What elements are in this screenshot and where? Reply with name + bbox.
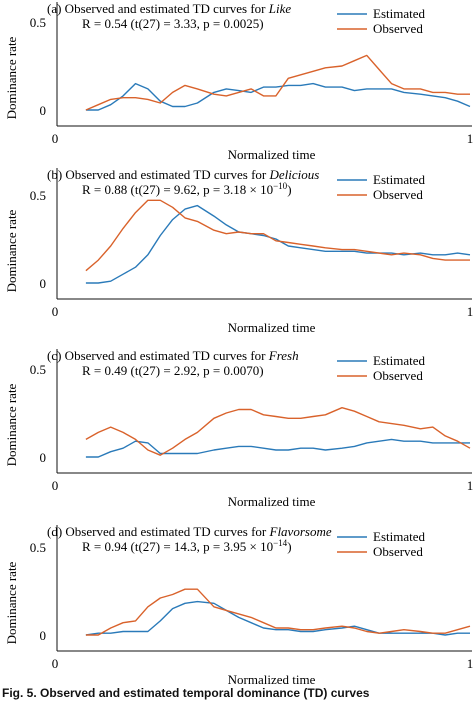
legend-label-estimated: Estimated [373, 172, 425, 187]
chart-panel-c: (c) Observed and estimated TD curves for… [4, 348, 473, 509]
y-axis-label: Dominance rate [4, 561, 19, 644]
x-tick-label: 0 [52, 656, 59, 671]
x-tick-label: 1 [467, 478, 474, 493]
stat-annotation: R = 0.49 (t(27) = 2.92, p = 0.0070) [82, 363, 264, 378]
y-tick-label: 0 [40, 276, 47, 291]
x-tick-label: 0 [52, 131, 59, 146]
stat-tail: ) [287, 539, 291, 554]
y-tick-label: 0 [40, 450, 47, 465]
chart-title: (b) Observed and estimated TD curves for… [47, 167, 319, 182]
figure-caption: Fig. 5. Observed and estimated temporal … [2, 686, 370, 700]
stat-annotation: R = 0.94 (t(27) = 14.3, p = 3.95 × 10−14… [82, 538, 292, 554]
legend-label-estimated: Estimated [373, 6, 425, 21]
series-line-observed [85, 588, 471, 636]
x-tick-label: 1 [467, 656, 474, 671]
y-axis-label: Dominance rate [4, 383, 19, 466]
stat-tail: ) [287, 182, 291, 197]
x-axis-label: Normalized time [228, 672, 316, 687]
series-line-estimated [85, 204, 471, 284]
chart-panel-b: (b) Observed and estimated TD curves for… [4, 167, 473, 335]
legend-label-observed: Observed [373, 187, 423, 202]
series-line-estimated [85, 600, 470, 636]
chart-panel-d: (d) Observed and estimated TD curves for… [4, 524, 473, 687]
legend-label-estimated: Estimated [373, 353, 425, 368]
y-tick-label: 0.5 [30, 540, 46, 555]
chart-panel-a: (a) Observed and estimated TD curves for… [4, 1, 473, 162]
chart-title: (a) Observed and estimated TD curves for… [47, 1, 291, 16]
y-tick-label: 0.5 [30, 188, 46, 203]
y-tick-label: 0.5 [30, 15, 46, 30]
y-axis-label: Dominance rate [4, 36, 19, 119]
y-axis-label: Dominance rate [4, 209, 19, 292]
series-line-estimated [85, 438, 470, 458]
x-axis-label: Normalized time [228, 147, 316, 162]
chart-title-term: Like [268, 1, 292, 16]
y-tick-label: 0 [40, 103, 47, 118]
x-axis-label: Normalized time [228, 320, 316, 335]
series-line-observed [85, 407, 471, 456]
chart-title: (d) Observed and estimated TD curves for… [47, 524, 332, 539]
legend-label-observed: Observed [373, 21, 423, 36]
legend-label-observed: Observed [373, 368, 423, 383]
x-axis-label: Normalized time [228, 494, 316, 509]
y-tick-label: 0 [40, 628, 47, 643]
x-tick-label: 1 [467, 131, 474, 146]
chart-title-term: Flavorsome [269, 524, 332, 539]
stat-annotation: R = 0.88 (t(27) = 9.62, p = 3.18 × 10−10… [82, 181, 292, 197]
series-line-observed [85, 54, 470, 111]
stat-exponent: −14 [273, 538, 288, 548]
chart-title-term: Delicious [269, 167, 320, 182]
legend-label-observed: Observed [373, 544, 423, 559]
stat-exponent: −10 [273, 181, 288, 191]
chart-title-term: Fresh [268, 348, 299, 363]
stat-annotation: R = 0.54 (t(27) = 3.33, p = 0.0025) [82, 16, 264, 31]
series-line-observed [85, 199, 470, 272]
y-tick-label: 0.5 [30, 362, 46, 377]
chart-title: (c) Observed and estimated TD curves for… [47, 348, 299, 363]
x-tick-label: 1 [467, 304, 474, 319]
x-tick-label: 0 [52, 304, 59, 319]
x-tick-label: 0 [52, 478, 59, 493]
legend-label-estimated: Estimated [373, 529, 425, 544]
series-line-estimated [85, 82, 471, 111]
